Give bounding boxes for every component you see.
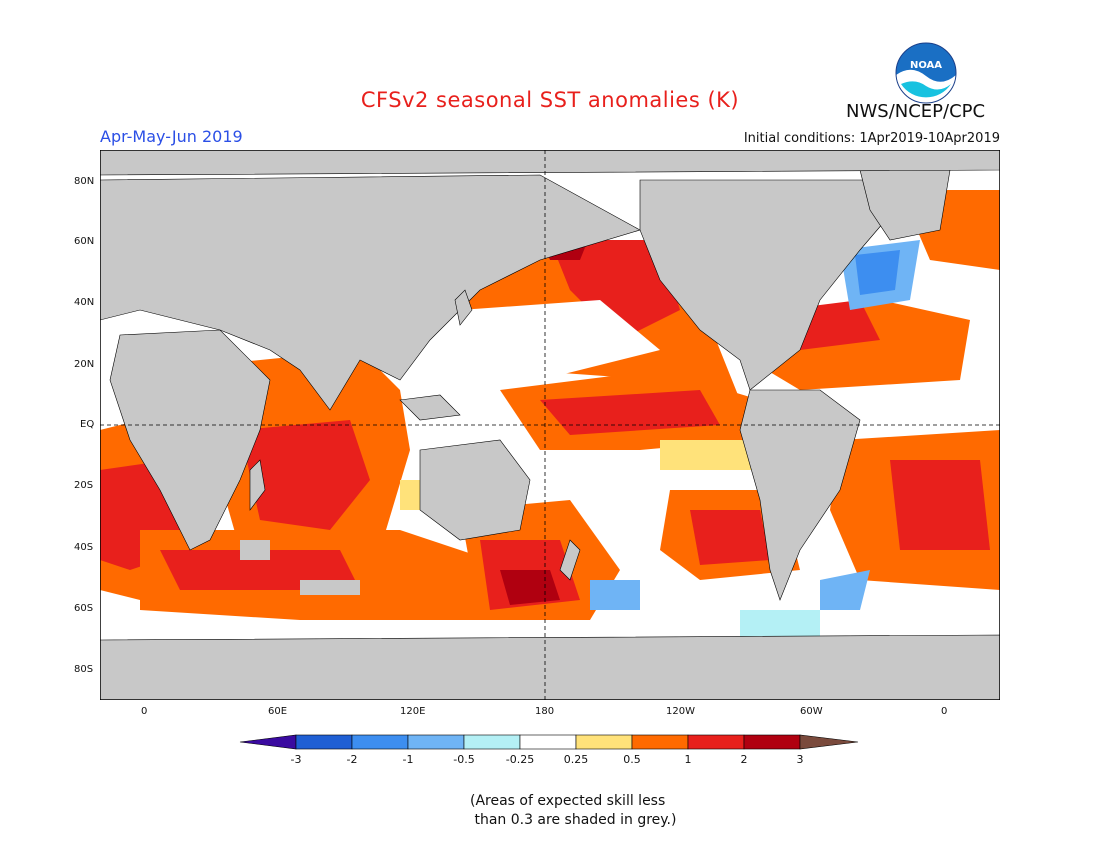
lon-label: 60E bbox=[268, 706, 288, 717]
colorbar-box bbox=[575, 734, 633, 750]
skill-note: (Areas of expected skill less than 0.3 a… bbox=[470, 792, 676, 830]
colorbar-box bbox=[743, 734, 801, 750]
lat-label: 60S bbox=[74, 603, 94, 614]
logo-text: NOAA bbox=[910, 60, 942, 71]
colorbar-tick-label: -0.5 bbox=[453, 753, 474, 766]
lat-label: 20S bbox=[74, 480, 94, 491]
colorbar-box bbox=[519, 734, 577, 750]
chart-title: CFSv2 seasonal SST anomalies (K) bbox=[360, 88, 740, 112]
colorbar-arrow-low bbox=[239, 734, 297, 750]
colorbar-tick-label: -2 bbox=[347, 753, 358, 766]
lat-label: 20N bbox=[74, 359, 95, 370]
agency-label: NWS/NCEP/CPC bbox=[846, 101, 986, 122]
colorbar-tick-label: -1 bbox=[403, 753, 414, 766]
note-line: (Areas of expected skill less bbox=[470, 793, 666, 809]
lat-label: 80S bbox=[74, 664, 94, 675]
noaa-logo: NOAA bbox=[895, 42, 957, 105]
lat-label: EQ bbox=[80, 419, 95, 430]
initial-conditions: Initial conditions: 1Apr2019-10Apr2019 bbox=[743, 131, 1000, 146]
colorbar-tick-label: 0.5 bbox=[623, 753, 641, 766]
lon-label: 120E bbox=[400, 706, 426, 717]
lat-label: 40N bbox=[74, 297, 95, 308]
colorbar-box bbox=[687, 734, 745, 750]
note-line: than 0.3 are shaded in grey.) bbox=[470, 812, 677, 828]
colorbar-tick-label: -3 bbox=[291, 753, 302, 766]
land-masses bbox=[100, 150, 1000, 700]
colorbar-tick-label: 1 bbox=[685, 753, 692, 766]
sst-anomaly-map bbox=[100, 150, 1000, 700]
lat-label: 80N bbox=[74, 176, 95, 187]
lat-label: 40S bbox=[74, 542, 94, 553]
anomaly-field bbox=[100, 180, 1000, 640]
colorbar-arrow-high bbox=[799, 734, 859, 750]
colorbar-box bbox=[631, 734, 689, 750]
colorbar-tick-label: 3 bbox=[797, 753, 804, 766]
colorbar-box bbox=[407, 734, 465, 750]
lat-label: 60N bbox=[74, 236, 95, 247]
colorbar-box bbox=[351, 734, 409, 750]
colorbar-tick-label: -0.25 bbox=[506, 753, 534, 766]
colorbar-tick-label: 0.25 bbox=[564, 753, 589, 766]
colorbar-box bbox=[463, 734, 521, 750]
lon-label: 0 bbox=[941, 706, 948, 717]
lon-label: 180 bbox=[535, 706, 555, 717]
lon-label: 60W bbox=[800, 706, 823, 717]
forecast-period: Apr-May-Jun 2019 bbox=[100, 127, 243, 146]
colorbar-tick-label: 2 bbox=[741, 753, 748, 766]
lon-label: 120W bbox=[666, 706, 695, 717]
colorbar-box bbox=[295, 734, 353, 750]
lon-label: 0 bbox=[141, 706, 148, 717]
colorbar: -3 -2 -1 -0.5 -0.25 0.25 0.5 1 2 3 bbox=[239, 734, 859, 766]
